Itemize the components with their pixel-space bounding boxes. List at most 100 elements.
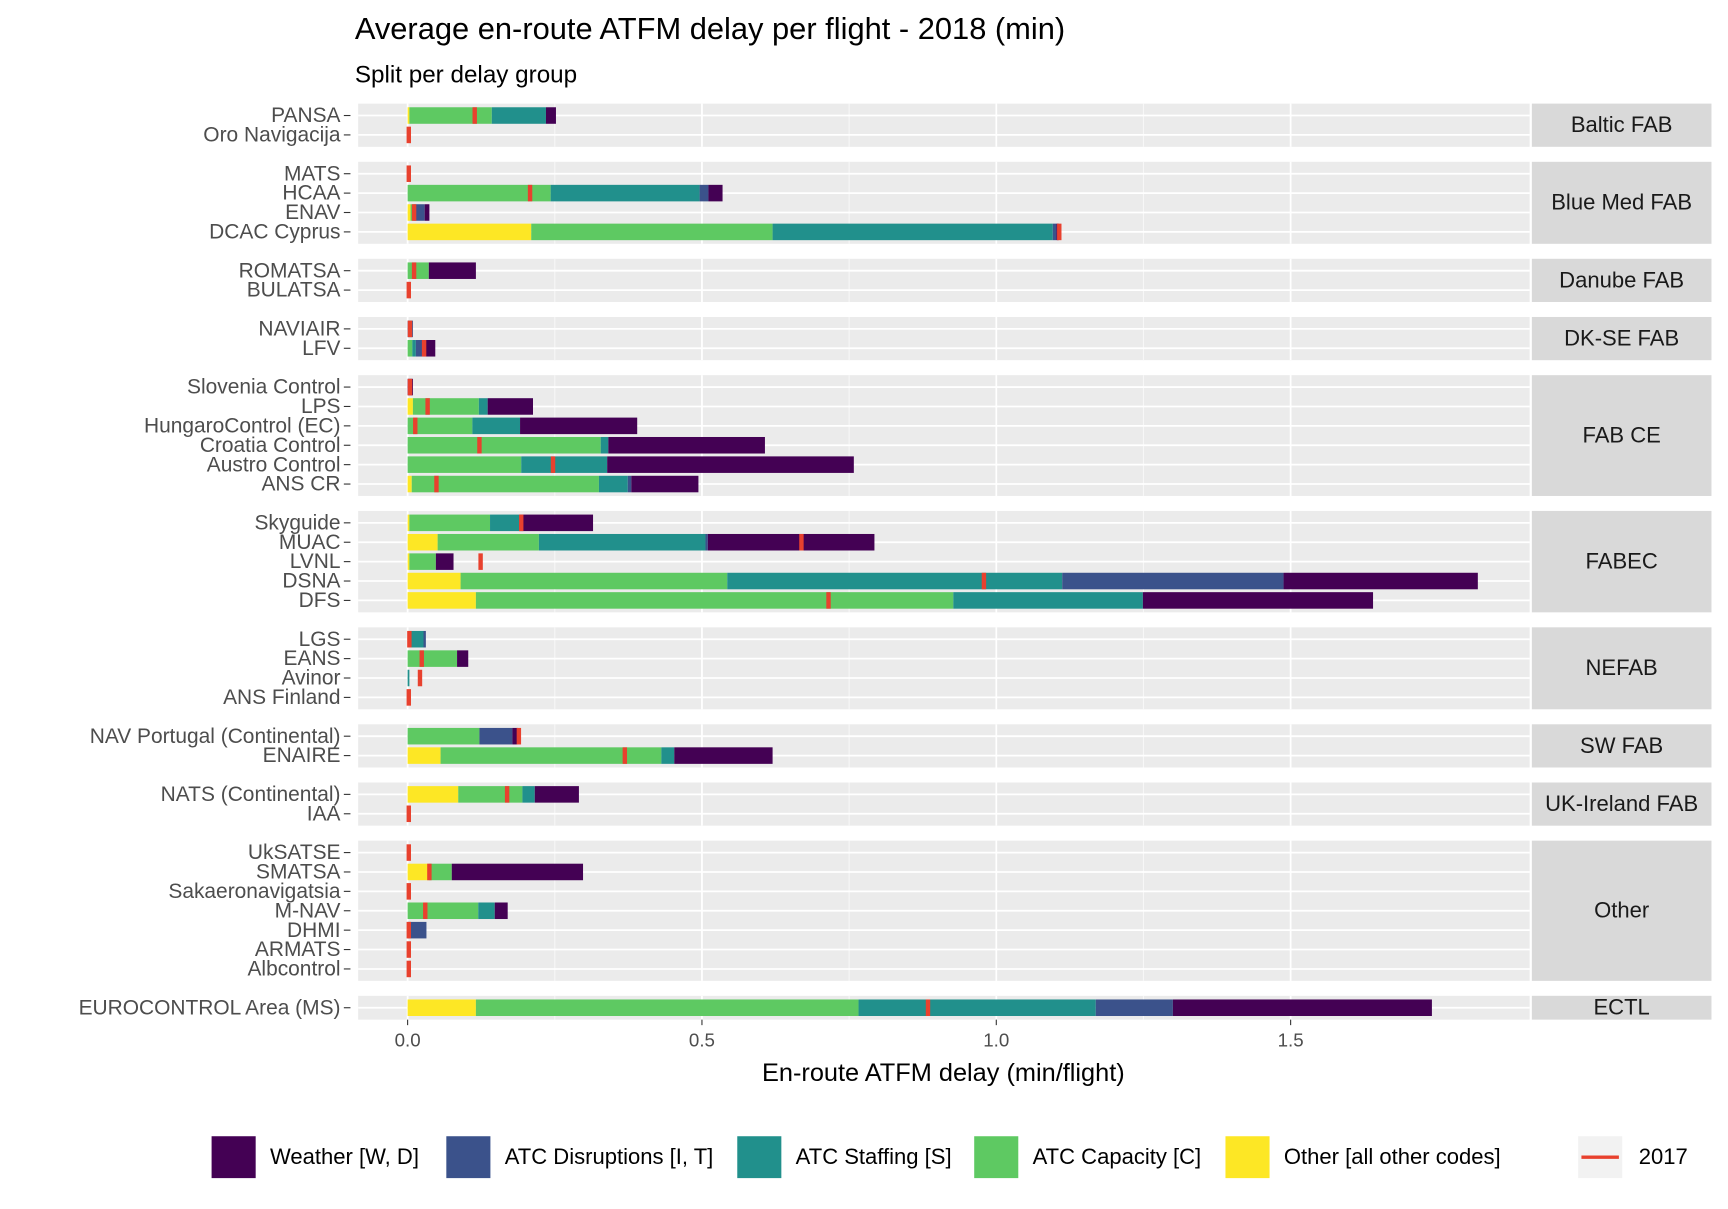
bar-segment xyxy=(407,456,522,473)
reference-marker xyxy=(406,126,411,144)
reference-marker xyxy=(407,630,412,648)
bar-segment xyxy=(699,184,709,202)
legend-key xyxy=(211,1136,256,1179)
y-tick-label: UkSATSE xyxy=(248,841,341,864)
legend-label: ATC Capacity [C] xyxy=(1033,1144,1202,1169)
bar-segment xyxy=(521,456,608,473)
panel-background xyxy=(358,627,1530,710)
bar-segment xyxy=(407,572,461,590)
y-tick-label: LFV xyxy=(302,337,340,360)
bar-segment xyxy=(519,514,594,532)
reference-marker xyxy=(434,475,439,493)
y-tick-label: Skyguide xyxy=(254,511,340,534)
reference-marker xyxy=(417,669,423,687)
y-tick-label: ARMATS xyxy=(255,938,341,961)
bar-segment xyxy=(522,786,535,803)
bar-segment xyxy=(409,553,436,570)
bar-segment xyxy=(407,204,411,221)
x-tick-label: 1.0 xyxy=(983,1030,1009,1051)
strip-label: ECTL xyxy=(1593,995,1649,1020)
reference-marker xyxy=(472,107,477,124)
y-tick-label: ROMATSA xyxy=(239,259,341,282)
reference-marker xyxy=(406,921,411,939)
bar-segment xyxy=(475,592,954,609)
bar-segment xyxy=(451,863,584,881)
legend-label: 2017 xyxy=(1639,1144,1688,1169)
bar-segment xyxy=(407,107,410,124)
legend-key xyxy=(1225,1136,1270,1179)
bar-segment xyxy=(407,398,413,415)
bar-segment xyxy=(1283,572,1478,590)
bar-segment xyxy=(457,650,469,667)
reference-marker xyxy=(1057,223,1062,241)
bar-segment xyxy=(478,398,488,415)
reference-marker xyxy=(425,398,430,415)
x-axis-label: En-route ATFM delay (min/flight) xyxy=(762,1059,1125,1087)
bar-segment xyxy=(491,107,546,124)
reference-marker xyxy=(504,786,510,803)
bar-segment xyxy=(708,184,723,202)
strip-background xyxy=(1531,782,1712,826)
reference-marker xyxy=(406,165,411,182)
bar-segment xyxy=(600,436,609,454)
bar-segment xyxy=(490,514,520,532)
bar-segment xyxy=(411,475,599,493)
reference-marker xyxy=(423,902,428,920)
reference-marker xyxy=(407,378,413,396)
bar-segment xyxy=(409,107,492,124)
strip-background xyxy=(1531,840,1712,981)
reference-marker xyxy=(406,844,411,861)
reference-marker xyxy=(406,883,411,900)
bar-segment xyxy=(478,902,495,920)
panel-background xyxy=(358,258,1530,302)
strip-background xyxy=(1531,995,1712,1020)
y-tick-label: ANS Finland xyxy=(223,686,340,709)
strip-label: Danube FAB xyxy=(1559,267,1684,292)
bar-segment xyxy=(440,747,662,764)
bar-segment xyxy=(428,262,476,279)
bar-segment xyxy=(550,184,700,202)
strip-background xyxy=(1531,724,1712,768)
y-tick-label: BULATSA xyxy=(247,279,341,302)
y-tick-label: EUROCONTROL Area (MS) xyxy=(79,996,341,1019)
bar-segment xyxy=(705,533,708,551)
bar-segment xyxy=(598,475,628,493)
y-tick-label: Croatia Control xyxy=(200,434,341,457)
y-tick-label: Oro Navigacija xyxy=(203,124,341,147)
bar-segment xyxy=(512,727,518,745)
reference-marker xyxy=(477,436,482,454)
strip-background xyxy=(1531,258,1712,302)
strip-background xyxy=(1531,316,1712,361)
bar-segment xyxy=(727,572,1063,590)
y-tick-label: NAV Portugal (Continental) xyxy=(90,725,341,748)
reference-marker xyxy=(411,204,417,221)
bar-segment xyxy=(407,417,473,435)
strip-background xyxy=(1531,375,1712,496)
y-tick-label: Avinor xyxy=(282,667,341,690)
strip-label: Blue Med FAB xyxy=(1551,190,1692,215)
y-tick-label: HCAA xyxy=(282,182,340,205)
y-tick-label: DHMI xyxy=(287,919,340,942)
bar-segment xyxy=(494,902,508,920)
bar-segment xyxy=(423,630,426,648)
y-tick-label: ANS CR xyxy=(261,473,340,496)
y-tick-label: NATS (Continental) xyxy=(161,783,341,806)
reference-marker xyxy=(519,514,524,532)
chart-title: Average en-route ATFM delay per flight -… xyxy=(355,11,1065,46)
bar-segment xyxy=(458,786,523,803)
bar-segment xyxy=(772,223,1053,241)
legend-label: ATC Staffing [S] xyxy=(796,1144,952,1169)
reference-marker xyxy=(550,456,556,473)
bar-segment xyxy=(460,572,728,590)
reference-marker xyxy=(406,960,411,978)
bar-segment xyxy=(407,436,601,454)
y-tick-label: LGS xyxy=(299,628,341,651)
y-tick-label: DFS xyxy=(299,589,341,612)
bar-segment xyxy=(407,999,476,1017)
x-tick-label: 1.5 xyxy=(1278,1030,1304,1051)
reference-marker xyxy=(421,340,427,357)
bar-segment xyxy=(407,786,459,803)
legend-key xyxy=(737,1136,782,1179)
legend-label: Other [all other codes] xyxy=(1284,1144,1501,1169)
